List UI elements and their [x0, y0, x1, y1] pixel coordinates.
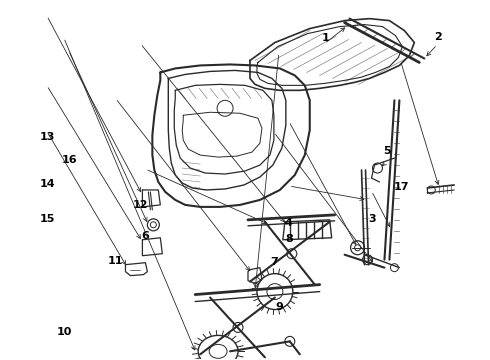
Text: 2: 2 [434, 32, 441, 41]
Text: 12: 12 [132, 200, 148, 210]
Text: 8: 8 [285, 234, 293, 244]
Text: 15: 15 [40, 215, 55, 224]
Text: 4: 4 [285, 218, 293, 228]
Text: 6: 6 [141, 231, 149, 240]
Text: 7: 7 [270, 257, 278, 267]
Text: 14: 14 [40, 179, 55, 189]
Text: 3: 3 [368, 215, 376, 224]
Text: 16: 16 [61, 155, 77, 165]
Text: 9: 9 [275, 302, 283, 312]
Text: 11: 11 [108, 256, 123, 266]
Text: 10: 10 [57, 327, 72, 337]
Text: 5: 5 [383, 146, 391, 156]
Text: 13: 13 [40, 132, 55, 142]
Text: 1: 1 [321, 33, 329, 43]
Text: 17: 17 [393, 182, 409, 192]
